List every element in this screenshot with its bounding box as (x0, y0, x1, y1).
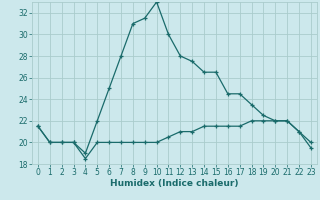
X-axis label: Humidex (Indice chaleur): Humidex (Indice chaleur) (110, 179, 239, 188)
